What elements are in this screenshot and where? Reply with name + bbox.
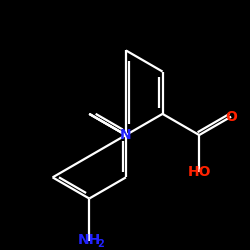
Text: HO: HO [188, 165, 211, 179]
Text: 2: 2 [97, 239, 104, 249]
Text: N: N [120, 128, 132, 142]
Text: O: O [225, 110, 237, 124]
Text: NH: NH [78, 232, 101, 246]
